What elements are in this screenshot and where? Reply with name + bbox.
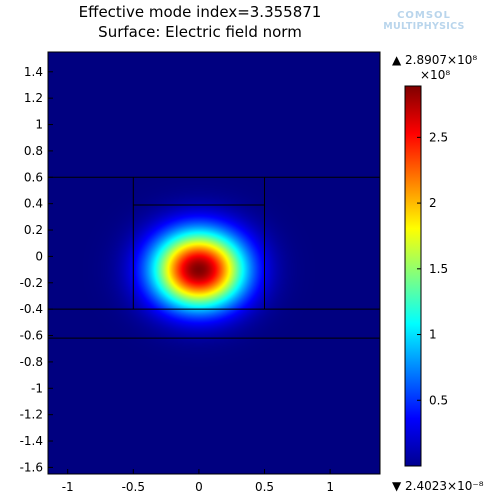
plot-title: Effective mode index=3.355871: [78, 3, 322, 21]
colorbar-tick-label: 2.5: [429, 130, 448, 144]
heatmap-surface: [48, 52, 380, 474]
y-tick-label: 1.2: [24, 91, 43, 105]
colorbar-tick-label: 0.5: [429, 393, 448, 407]
y-tick-label: -0.4: [20, 302, 43, 316]
colorbar-tick-label: 1: [429, 328, 437, 342]
x-axis: -1 -0.5 0 0.5 1: [62, 469, 334, 494]
x-tick-label: 0: [195, 480, 203, 494]
y-tick-label: 0: [35, 249, 43, 263]
colorbar-max-label: ▲ 2.8907×10⁸: [392, 53, 477, 67]
plot-subtitle: Surface: Electric field norm: [98, 23, 302, 41]
y-tick-label: -1.4: [20, 434, 43, 448]
geometry-lines: [48, 176, 380, 339]
y-tick-label: 1.4: [24, 65, 43, 79]
y-tick-label: -1.2: [20, 408, 43, 422]
colorbar-min-label: ▼ 2.4023×10⁻⁸: [392, 479, 484, 493]
y-tick-label: -0.2: [20, 276, 43, 290]
heatmap-image: [48, 52, 380, 474]
logo-line1: COMSOL: [397, 10, 451, 21]
x-tick-label: 1: [326, 480, 334, 494]
x-tick-label: 0.5: [255, 480, 274, 494]
colorbar: [404, 85, 422, 467]
colorbar-exponent-label: ×10⁸: [420, 68, 450, 82]
colorbar-ticks: 2.5 2 1.5 1 0.5: [417, 130, 448, 407]
y-axis: 1.4 1.2 1 0.8 0.6 0.4 0.2 0 -0.2 -0.4 -0.6 -0.8 -1 -1…: [20, 65, 53, 474]
colorbar-tick-label: 2: [429, 196, 437, 210]
colorbar-tick-label: 1.5: [429, 262, 448, 276]
y-tick-label: 0.8: [24, 144, 43, 158]
plot-frame: [47, 51, 381, 475]
comsol-logo: COMSOL MULTIPHYSICS: [368, 10, 480, 36]
y-tick-label: 0.6: [24, 170, 43, 184]
y-tick-label: -1: [31, 381, 43, 395]
y-tick-label: 0.2: [24, 223, 43, 237]
y-tick-label: -1.6: [20, 460, 43, 474]
y-tick-label: 0.4: [24, 197, 43, 211]
logo-line2: MULTIPHYSICS: [383, 21, 465, 32]
x-tick-label: -1: [62, 480, 74, 494]
y-tick-label: 1: [35, 118, 43, 132]
y-tick-label: -0.6: [20, 329, 43, 343]
x-tick-label: -0.5: [122, 480, 145, 494]
y-tick-label: -0.8: [20, 355, 43, 369]
